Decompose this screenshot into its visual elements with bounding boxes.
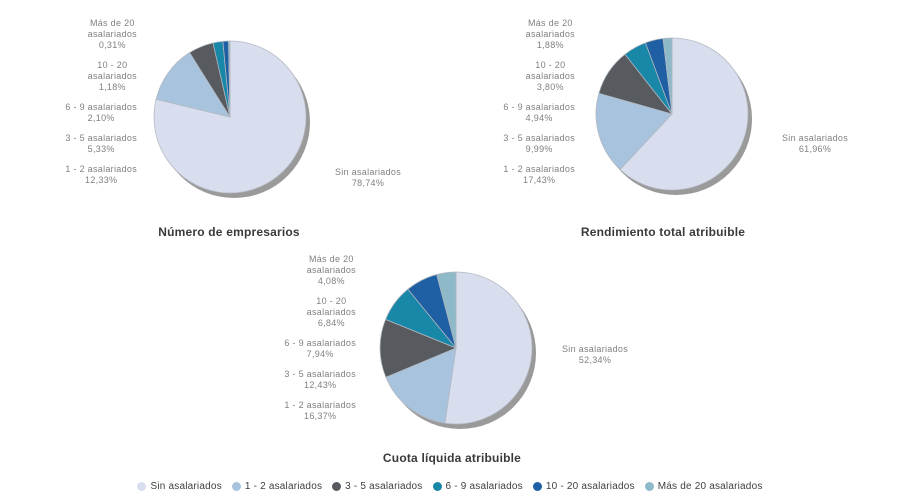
slice-label-3-5-asalariados: 3 - 5 asalariados 9,99%: [503, 133, 575, 154]
legend-item-mas-de-20-asalariados: Más de 20 asalariados: [644, 480, 763, 492]
chart-title: Cuota líquida atribuible: [382, 451, 522, 465]
slice-label-percent: 78,74%: [351, 178, 385, 188]
chart-legend: Sin asalariados 1 - 2 asalariados 3 - 5 as…: [0, 478, 900, 494]
slice-label-sin-asalariados: Sin asalariados 52,34%: [547, 344, 643, 366]
pie: [153, 40, 310, 198]
slice-label-3-5-asalariados: 3 - 5 asalariados 12,43%: [284, 369, 356, 390]
legend-item-10-20-asalariados: 10 - 20 asalariados: [532, 480, 635, 492]
legend-item-1-2-asalariados: 1 - 2 asalariados: [231, 480, 323, 492]
slice-label-1-2-asalariados: 1 - 2 asalariados 16,37%: [284, 400, 356, 421]
slice-label-6-9-asalariados: 6 - 9 asalariados 4,94%: [503, 102, 575, 123]
slice-label-1-2-asalariados: 1 - 2 asalariados 17,43%: [503, 164, 575, 185]
slice-label-mas-de-20-asalariados: Más de 20 asalariados 0,31%: [87, 18, 137, 50]
legend-item-3-5-asalariados: 3 - 5 asalariados: [332, 481, 422, 492]
legend-label: 10 - 20 asalariados: [545, 480, 635, 492]
slice-labels-column: Más de 20 asalariados 1,88% 10 - 20 asalaria…: [495, 18, 575, 186]
pie-slice-sin-asalariados: [444, 271, 533, 425]
chart-title: Rendimiento total atribuible: [580, 225, 746, 239]
slice-labels-column: Más de 20 asalariados 4,08% 10 - 20 asalaria…: [280, 254, 356, 422]
slice-label-6-9-asalariados: 6 - 9 asalariados 2,10%: [65, 102, 137, 123]
slice-label-percent: 61,96%: [798, 144, 832, 154]
legend-label: Más de 20 asalariados: [657, 480, 763, 492]
pie-chart-cuota-liquida-atribuible: Más de 20 asalariados 4,08% 10 - 20 asalaria…: [280, 245, 650, 480]
slice-label-text: Sin asalariados: [334, 167, 402, 177]
slice-label-10-20-asalariados: 10 - 20 asalariados 6,84%: [306, 296, 356, 328]
pie: [595, 37, 752, 195]
pie-slice-mas-de-20-asalariados: [662, 37, 673, 115]
legend-dot-10-20-asalariados: [532, 481, 542, 491]
slice-label-10-20-asalariados: 10 - 20 asalariados 3,80%: [525, 60, 575, 92]
pie-slice-mas-de-20-asalariados: [436, 271, 457, 349]
legend-label: Sin asalariados: [150, 480, 222, 492]
slice-label-10-20-asalariados: 10 - 20 asalariados 1,18%: [87, 60, 137, 92]
slice-labels-column: Más de 20 asalariados 0,31% 10 - 20 asalaria…: [55, 18, 137, 186]
slice-label-sin-asalariados: Sin asalariados 78,74%: [320, 167, 416, 189]
slice-label-3-5-asalariados: 3 - 5 asalariados 5,33%: [65, 133, 137, 154]
pie-chart-numero-de-empresarios: Más de 20 asalariados 0,31% 10 - 20 asalaria…: [55, 8, 415, 243]
slice-label-sin-asalariados: Sin asalariados 61,96%: [767, 133, 863, 155]
legend-dot-sin-asalariados: [137, 481, 147, 491]
legend-item-6-9-asalariados: 6 - 9 asalariados: [432, 480, 523, 492]
pie-slice-1-2-asalariados: [595, 92, 673, 171]
pie-chart-rendimiento-total-atribuible: Más de 20 asalariados 1,88% 10 - 20 asalaria…: [495, 8, 865, 243]
slice-label-text: Sin asalariados: [781, 133, 849, 143]
slice-label-6-9-asalariados: 6 - 9 asalariados 7,94%: [284, 338, 356, 359]
pie: [379, 271, 536, 429]
chart-title: Número de empresarios: [158, 225, 300, 239]
legend-label: 6 - 9 asalariados: [445, 480, 523, 492]
slice-label-percent: 52,34%: [578, 355, 612, 365]
pie-slice-1-2-asalariados: [385, 347, 457, 424]
legend-dot-6-9-asalariados: [432, 481, 442, 491]
legend-item-sin-asalariados: Sin asalariados: [137, 480, 222, 492]
pie-slice-3-5-asalariados: [379, 318, 457, 378]
legend-dot-mas-de-20-asalariados: [644, 481, 654, 491]
slice-label-mas-de-20-asalariados: Más de 20 asalariados 1,88%: [525, 18, 575, 50]
slice-label-1-2-asalariados: 1 - 2 asalariados 12,33%: [65, 164, 137, 185]
pie-slice-sin-asalariados: [619, 37, 749, 191]
legend-label: 3 - 5 asalariados: [345, 480, 423, 492]
legend-dot-1-2-asalariados: [231, 481, 241, 491]
pie-slice-1-2-asalariados: [155, 52, 231, 118]
slice-label-mas-de-20-asalariados: Más de 20 asalariados 4,08%: [306, 254, 356, 286]
legend-dot-3-5-asalariados: [332, 481, 342, 491]
legend-label: 1 - 2 asalariados: [244, 480, 323, 492]
pie-slice-mas-de-20-asalariados: [228, 40, 231, 118]
slice-label-text: Sin asalariados: [561, 344, 629, 354]
